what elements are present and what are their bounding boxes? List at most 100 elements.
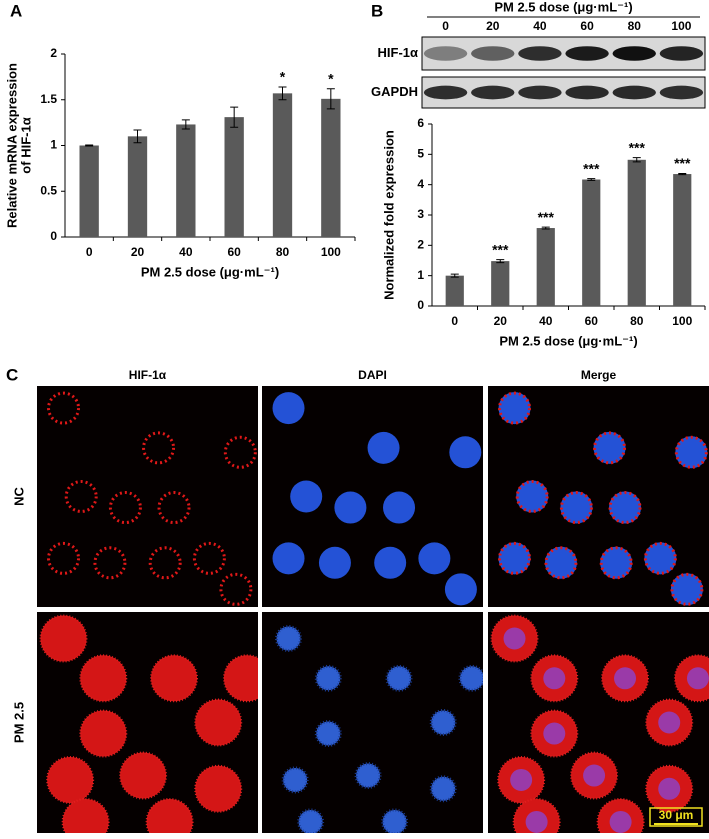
bar [127,136,148,237]
error-bar [278,86,287,101]
x-tick-label: 0 [86,245,93,259]
cells [47,391,257,606]
y-axis-label: Normalized fold expression [381,130,396,300]
bar [582,179,601,306]
nucleus [275,625,303,653]
lane-label: 20 [486,19,500,33]
bar [272,93,293,237]
error-bar [541,226,550,230]
cells [272,392,482,606]
blot-band [612,85,656,100]
hif-signal [64,480,98,513]
hif-signal [93,546,127,580]
nucleus [354,762,382,790]
nucleus-overlay [503,627,526,650]
y-tick-label: 1.5 [40,92,57,106]
nucleus [498,542,531,575]
micrograph [262,612,483,833]
y-tick-label: 0.5 [40,183,57,197]
blot-band [518,85,562,100]
x-tick-label: 100 [321,245,341,259]
column-label: HIF-1α [129,368,167,382]
x-tick-label: 20 [494,314,508,328]
y-tick-label: 5 [417,147,424,161]
nucleus-overlay [543,667,566,690]
blot-band [518,46,562,61]
hif-signal [498,391,532,425]
error-bar [133,129,142,144]
y-axis-label: of HIF-1α [18,117,33,173]
nucleus [374,546,407,579]
nucleus [297,808,325,833]
lane-label: 40 [533,19,547,33]
error-bar [632,157,641,163]
bar [321,98,341,238]
significance-label: * [280,69,286,85]
hif-signal [46,755,95,804]
nucleus-overlay [525,810,548,833]
nucleus-overlay [614,667,637,690]
nucleus-overlay [543,722,566,745]
bar [627,159,646,306]
blot-band [471,85,515,100]
micrograph [37,612,258,833]
hif-signal [674,435,708,469]
nucleus-overlay [510,768,533,791]
hif-signal [192,541,226,575]
hif-signal [599,546,633,580]
x-tick-label: 40 [539,314,553,328]
hif-signal [108,491,142,525]
hif-signal [593,431,627,465]
nucleus [314,720,342,748]
blot-band [471,46,515,61]
hif-signal [47,391,81,425]
nucleus [609,491,642,524]
blot-row-label: GAPDH [371,84,418,99]
y-tick-label: 1 [50,138,57,152]
nucleus [381,808,409,833]
column-label: Merge [581,368,617,382]
error-bar [230,106,239,128]
nucleus [544,546,577,579]
x-tick-label: 80 [630,314,644,328]
error-bar [450,273,459,278]
micrograph [37,386,258,607]
x-tick-label: 40 [179,245,193,259]
hif-signal [194,764,243,813]
micrograph [488,386,709,607]
y-axis-label: Relative mRNA expression [4,63,19,228]
hif-signal [150,654,199,703]
x-tick-label: 60 [585,314,599,328]
nucleus-overlay [686,667,709,690]
blot-strip [421,36,706,71]
x-axis-label: PM 2.5 dose (μg·mL⁻¹) [499,333,637,348]
blot-band [612,46,656,61]
nucleus [272,542,305,575]
nucleus [560,491,593,524]
hif-signal [145,797,194,833]
micrograph [262,386,483,607]
hif-signal [79,709,128,758]
nucleus [290,480,323,513]
y-tick-label: 0 [417,298,424,312]
hif-signal [544,546,578,580]
significance-label: *** [492,241,509,257]
nucleus [385,664,413,692]
nucleus [600,546,633,579]
y-tick-label: 1 [417,268,424,282]
significance-label: * [328,70,334,86]
cells [498,391,708,606]
nucleus [449,436,482,469]
hif-signal [47,541,81,575]
hif-signal [223,435,257,469]
hif-signal [194,698,243,747]
bar [224,117,244,237]
nucleus [318,546,351,579]
nucleus [498,392,531,425]
x-axis-label: PM 2.5 dose (μg·mL⁻¹) [141,264,279,279]
panel-label: C [6,365,18,384]
hif-signal [148,546,182,580]
hif-signal [142,431,176,465]
